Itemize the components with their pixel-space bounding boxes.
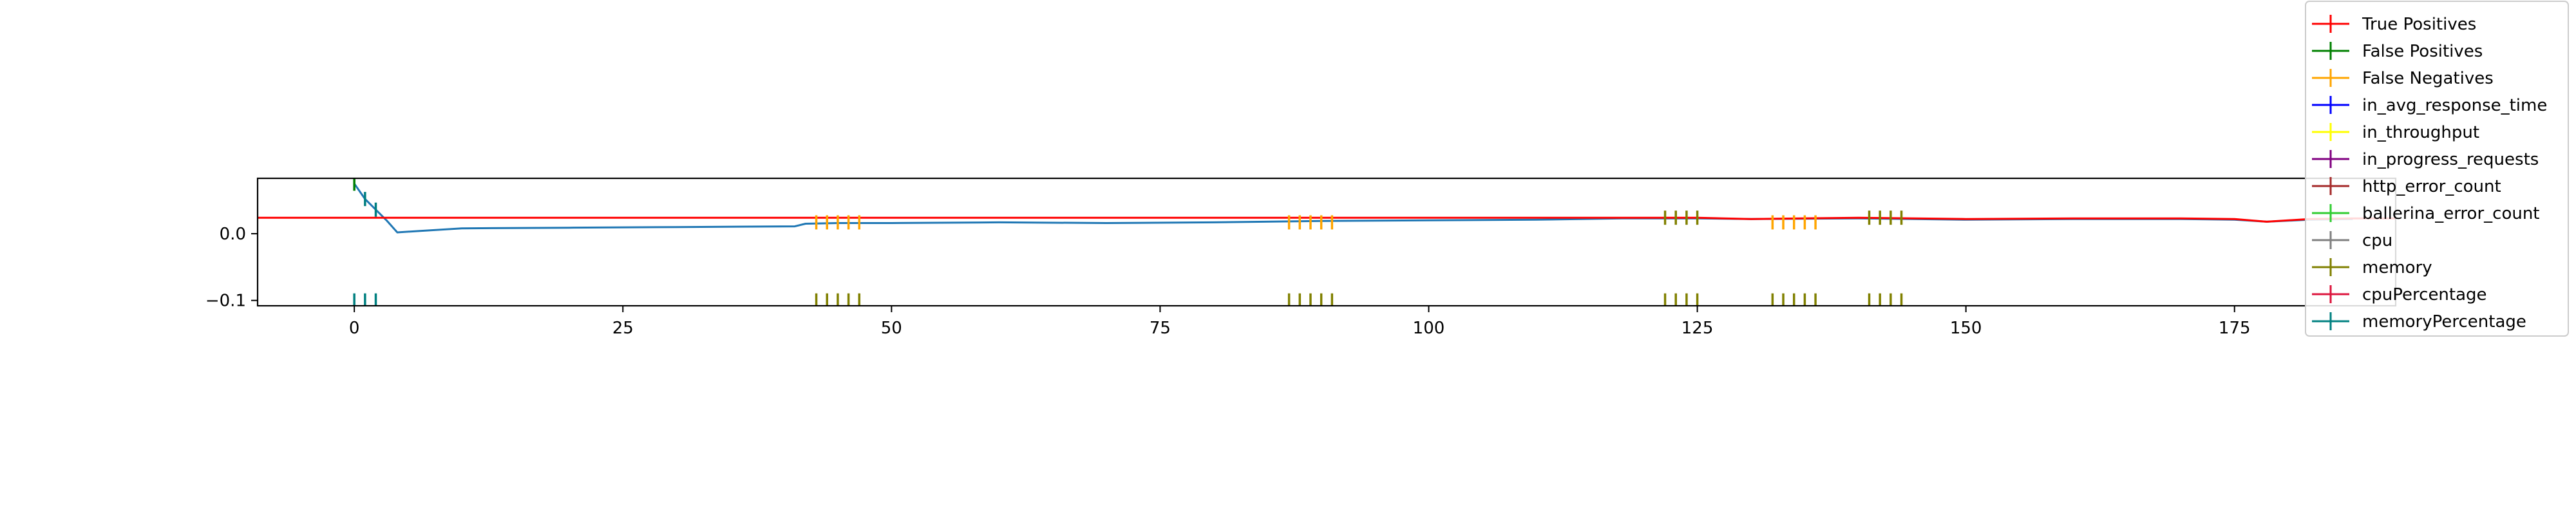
x-tick-label-4: 100: [1413, 319, 1445, 338]
legend-label-2: False Negatives: [2362, 69, 2494, 88]
x-tick-label-5: 125: [1681, 319, 1714, 338]
legend-label-0: True Positives: [2362, 15, 2476, 34]
legend-label-10: cpuPercentage: [2362, 285, 2487, 304]
plot-frame: [256, 177, 2397, 307]
x-tick-label-3: 75: [1150, 319, 1171, 338]
legend-label-9: memory: [2362, 258, 2432, 277]
axis-layer: 0 25 50 75 100 125 150 175 0.0 −0.1: [205, 225, 2251, 338]
x-tick-label-7: 175: [2219, 319, 2251, 338]
legend-label-3: in_avg_response_time: [2362, 96, 2547, 115]
legend: True Positives False Positives False Negat…: [2305, 1, 2569, 337]
legend-label-5: in_progress_requests: [2362, 150, 2539, 169]
y-tick-label-0: 0.0: [220, 225, 246, 244]
legend-label-1: False Positives: [2362, 42, 2483, 61]
legend-label-4: in_throughput: [2362, 123, 2479, 142]
legend-label-6: http_error_count: [2362, 177, 2501, 196]
x-tick-label-0: 0: [349, 319, 360, 338]
series-line-0: [353, 183, 2353, 234]
legend-box: [2305, 1, 2569, 337]
legend-label-7: ballerina_error_count: [2362, 204, 2540, 223]
data-layer: [258, 178, 2396, 306]
x-tick-label-1: 25: [612, 319, 634, 338]
legend-label-11: memoryPercentage: [2362, 312, 2526, 332]
x-tick-label-2: 50: [881, 319, 902, 338]
legend-label-8: cpu: [2362, 231, 2392, 250]
y-tick-label-1: −0.1: [205, 292, 246, 311]
x-tick-label-6: 150: [1950, 319, 1982, 338]
